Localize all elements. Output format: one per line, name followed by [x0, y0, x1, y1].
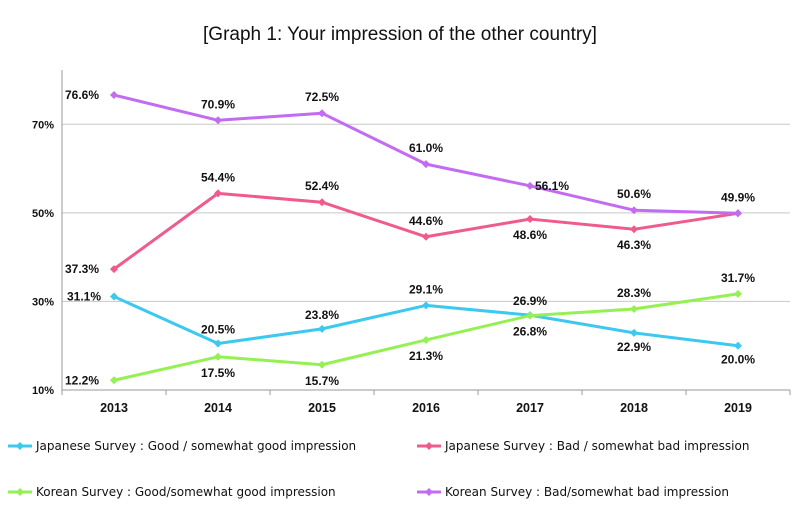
x-tick-label: 2019 — [724, 401, 752, 415]
legend-label: Japanese Survey : Good / somewhat good i… — [35, 439, 356, 453]
data-point — [318, 360, 326, 369]
legend-marker — [16, 442, 24, 450]
data-label: 22.9% — [617, 340, 651, 354]
x-tick-label: 2017 — [516, 401, 544, 415]
data-point — [734, 341, 742, 350]
data-label: 61.0% — [409, 141, 443, 155]
data-point — [214, 116, 222, 125]
x-tick-label: 2015 — [308, 401, 336, 415]
series-3 — [110, 289, 742, 385]
legend-marker — [425, 442, 433, 450]
data-label: 28.3% — [617, 286, 651, 300]
data-label: 17.5% — [201, 366, 235, 380]
legend-marker — [425, 488, 433, 496]
data-label: 20.5% — [201, 323, 235, 337]
data-label: 26.8% — [513, 325, 547, 339]
series-line — [113, 191, 739, 271]
data-point — [110, 292, 118, 301]
data-label: 37.3% — [65, 262, 99, 276]
data-label: 15.7% — [305, 374, 339, 388]
data-point — [630, 206, 638, 215]
data-point — [214, 189, 222, 198]
series-4 — [110, 91, 742, 218]
data-point — [422, 301, 430, 310]
y-axis-ticks: 10% 30% 50% 70% — [32, 119, 54, 397]
legend-label: Japanese Survey : Bad / somewhat bad imp… — [444, 439, 749, 453]
chart-title: [Graph 1: Your impression of the other c… — [203, 24, 597, 45]
data-label: 49.9% — [721, 190, 755, 204]
legend-label: Korean Survey : Bad/somewhat bad impress… — [445, 485, 729, 499]
data-point — [422, 160, 430, 169]
data-point — [526, 181, 534, 190]
series-lines — [110, 91, 742, 385]
data-point — [110, 376, 118, 385]
data-point — [318, 109, 326, 118]
data-point — [630, 225, 638, 234]
data-label: 56.1% — [535, 179, 569, 193]
series-2 — [110, 189, 742, 274]
data-label: 31.7% — [721, 271, 755, 285]
y-tick-label: 30% — [32, 296, 54, 308]
y-tick-label: 50% — [32, 208, 54, 220]
legend-item: Korean Survey : Bad/somewhat bad impress… — [417, 485, 729, 499]
x-tick-label: 2018 — [620, 401, 648, 415]
data-label: 70.9% — [201, 97, 235, 111]
data-point — [110, 91, 118, 100]
data-point — [422, 335, 430, 344]
data-label: 76.6% — [65, 88, 99, 102]
legend: Japanese Survey : Good / somewhat good i… — [8, 439, 749, 499]
x-tick-label: 2016 — [412, 401, 440, 415]
data-label: 44.6% — [409, 214, 443, 228]
y-tick-label: 70% — [32, 119, 54, 131]
data-point — [734, 209, 742, 218]
data-labels: 31.1% 20.5% 23.8% 29.1% 26.9% 22.9% 20.0% 37.3%… — [65, 88, 755, 388]
x-axis-ticks: 2013 2014 2015 2016 2017 2018 2019 — [61, 390, 791, 415]
data-label: 23.8% — [305, 308, 339, 322]
data-label: 20.0% — [721, 353, 755, 367]
data-point — [318, 324, 326, 333]
x-tick-label: 2014 — [204, 401, 232, 415]
data-point — [526, 215, 534, 224]
data-label: 50.6% — [617, 187, 651, 201]
data-point — [630, 328, 638, 337]
data-point — [110, 265, 118, 274]
data-label: 21.3% — [409, 349, 443, 363]
data-label: 54.4% — [201, 170, 235, 184]
data-point — [526, 311, 534, 320]
data-label: 52.4% — [305, 179, 339, 193]
data-point — [422, 232, 430, 241]
data-point — [214, 352, 222, 361]
data-label: 29.1% — [409, 282, 443, 296]
data-label: 12.2% — [65, 373, 99, 387]
data-point — [630, 304, 638, 313]
axes — [61, 70, 790, 391]
data-label: 48.6% — [513, 228, 547, 242]
data-label: 31.1% — [67, 290, 101, 304]
y-tick-label: 10% — [32, 385, 54, 397]
data-label: 26.9% — [513, 294, 547, 308]
legend-marker — [16, 488, 24, 496]
legend-item: Japanese Survey : Good / somewhat good i… — [8, 439, 356, 453]
data-point — [214, 339, 222, 348]
legend-label: Korean Survey : Good/somewhat good impre… — [36, 485, 336, 499]
data-point — [734, 289, 742, 298]
x-tick-label: 2013 — [100, 401, 128, 415]
data-label: 46.3% — [617, 238, 651, 252]
data-point — [318, 198, 326, 207]
legend-item: Korean Survey : Good/somewhat good impre… — [8, 485, 336, 499]
data-label: 72.5% — [305, 90, 339, 104]
legend-item: Japanese Survey : Bad / somewhat bad imp… — [417, 439, 749, 453]
